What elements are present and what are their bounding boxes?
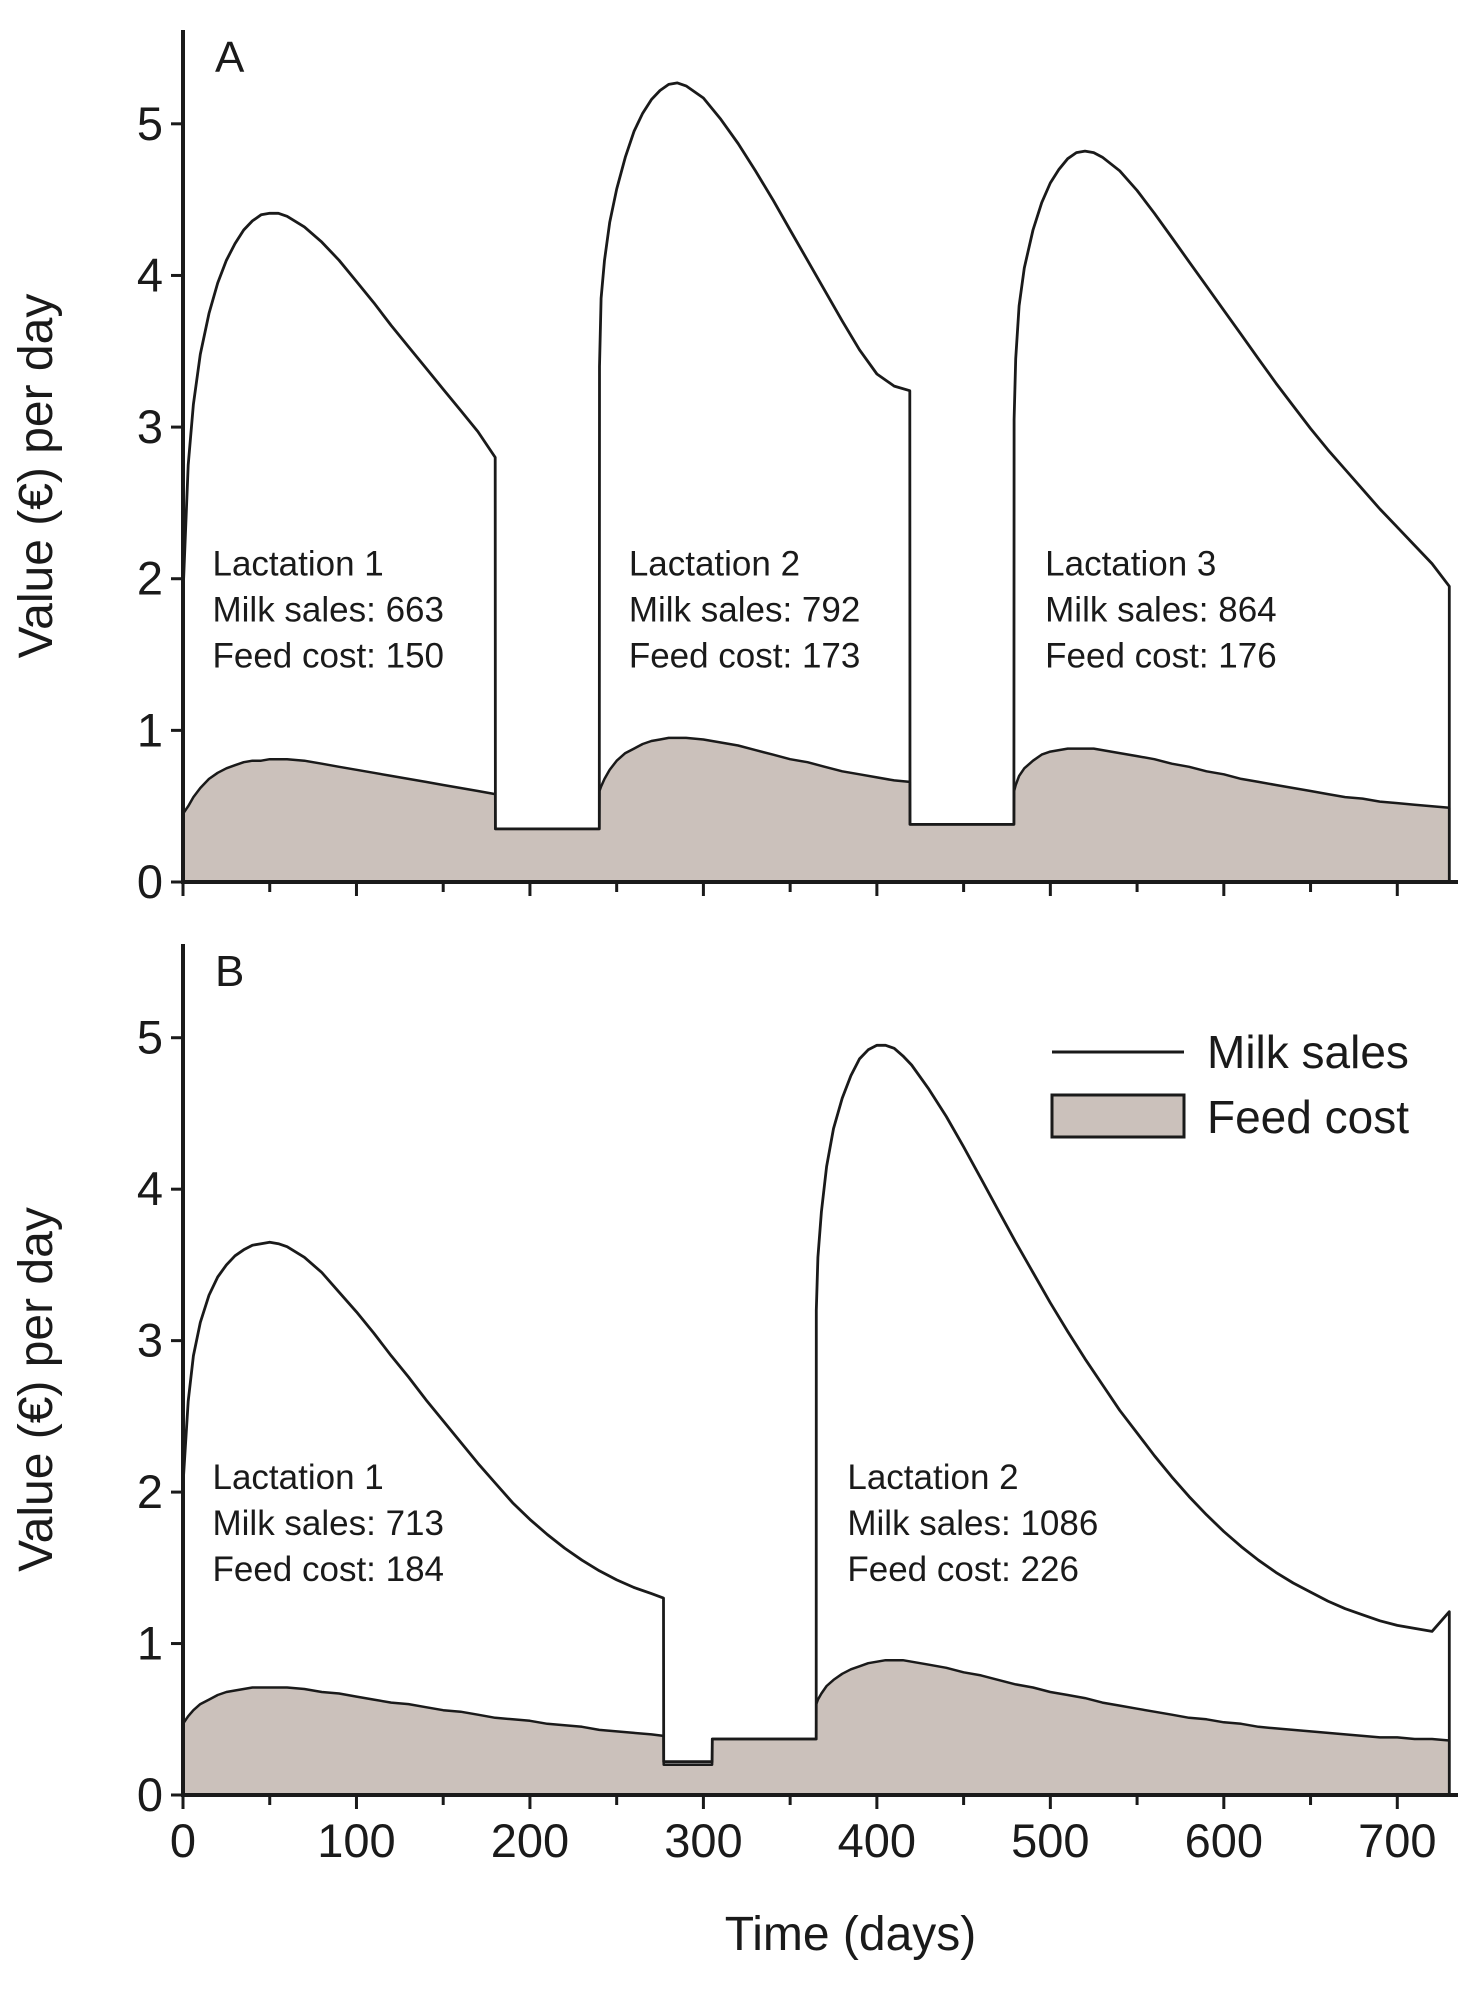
annotation-line: Lactation 2 [629, 545, 800, 584]
y-tick-label: 0 [137, 1768, 163, 1821]
milk-sales-line [181, 81, 1451, 882]
annotation-line: Lactation 2 [847, 1458, 1018, 1497]
feed-cost-area [181, 1658, 1451, 1797]
annotation-line: Milk sales: 663 [212, 591, 443, 630]
lactation-annotation: Lactation 2 Milk sales: 792 Feed cost: 173 [629, 545, 861, 676]
panel-label: B [215, 947, 244, 996]
y-tick-label: 1 [137, 703, 163, 756]
y-tick-label: 2 [137, 1465, 163, 1518]
feed-cost-area [181, 736, 1451, 884]
legend-patch-swatch [1050, 1093, 1186, 1139]
x-tick-label: 300 [664, 1814, 742, 1867]
legend: Milk sales Feed cost [1050, 1026, 1409, 1143]
chart-panels: 0 1 2 3 4 5 Value (€) per day A Lactation 1 Milk … [10, 30, 1458, 1961]
y-tick-label: 0 [137, 855, 163, 908]
annotation-line: Milk sales: 713 [212, 1504, 443, 1543]
y-tick-label: 4 [137, 1162, 163, 1215]
annotation-line: Lactation 1 [212, 1458, 383, 1497]
annotation-line: Lactation 1 [212, 545, 383, 584]
x-tick-label: 700 [1358, 1814, 1436, 1867]
y-tick-label: 5 [137, 1011, 163, 1064]
annotation-line: Feed cost: 184 [212, 1550, 444, 1589]
x-tick-label: 0 [170, 1814, 196, 1867]
panel-label: A [215, 33, 245, 82]
milk-sales-line [181, 1043, 1451, 1795]
y-tick-label: 3 [137, 400, 163, 453]
lactation-annotation: Lactation 1 Milk sales: 713 Feed cost: 184 [212, 1458, 444, 1589]
x-tick-label: 100 [317, 1814, 395, 1867]
x-tick-label: 500 [1011, 1814, 1089, 1867]
lactation-annotation: Lactation 2 Milk sales: 1086 Feed cost: 22… [847, 1458, 1098, 1589]
annotation-line: Milk sales: 792 [629, 591, 860, 630]
annotation-line: Feed cost: 173 [629, 637, 861, 676]
lactation-annotation: Lactation 3 Milk sales: 864 Feed cost: 176 [1045, 545, 1277, 676]
annotation-line: Milk sales: 864 [1045, 591, 1276, 630]
annotation-line: Lactation 3 [1045, 545, 1216, 584]
annotation-line: Feed cost: 150 [212, 637, 444, 676]
x-tick-label: 400 [838, 1814, 916, 1867]
chart-panel-a: 0 1 2 3 4 5 Value (€) per day A Lactation 1 Milk … [10, 30, 1458, 908]
y-axis-title: Value (€) per day [10, 1207, 63, 1572]
chart-panel-b: 0 1 2 3 4 5 0 100 200 300 400 500 600 700 Time (days) V… [10, 944, 1458, 1961]
y-tick-label: 5 [137, 97, 163, 150]
y-tick-label: 2 [137, 552, 163, 605]
x-tick-label: 200 [491, 1814, 569, 1867]
y-tick-label: 4 [137, 248, 163, 301]
annotation-line: Feed cost: 176 [1045, 637, 1277, 676]
annotation-line: Milk sales: 1086 [847, 1504, 1098, 1543]
y-tick-label: 3 [137, 1314, 163, 1367]
annotation-line: Feed cost: 226 [847, 1550, 1079, 1589]
lactation-annotation: Lactation 1 Milk sales: 663 Feed cost: 150 [212, 545, 444, 676]
legend-label: Feed cost [1207, 1091, 1409, 1143]
legend-label: Milk sales [1207, 1026, 1409, 1078]
x-axis-title: Time (days) [725, 1908, 977, 1961]
x-tick-label: 600 [1185, 1814, 1263, 1867]
y-axis-title: Value (€) per day [10, 294, 63, 659]
y-tick-label: 1 [137, 1617, 163, 1670]
